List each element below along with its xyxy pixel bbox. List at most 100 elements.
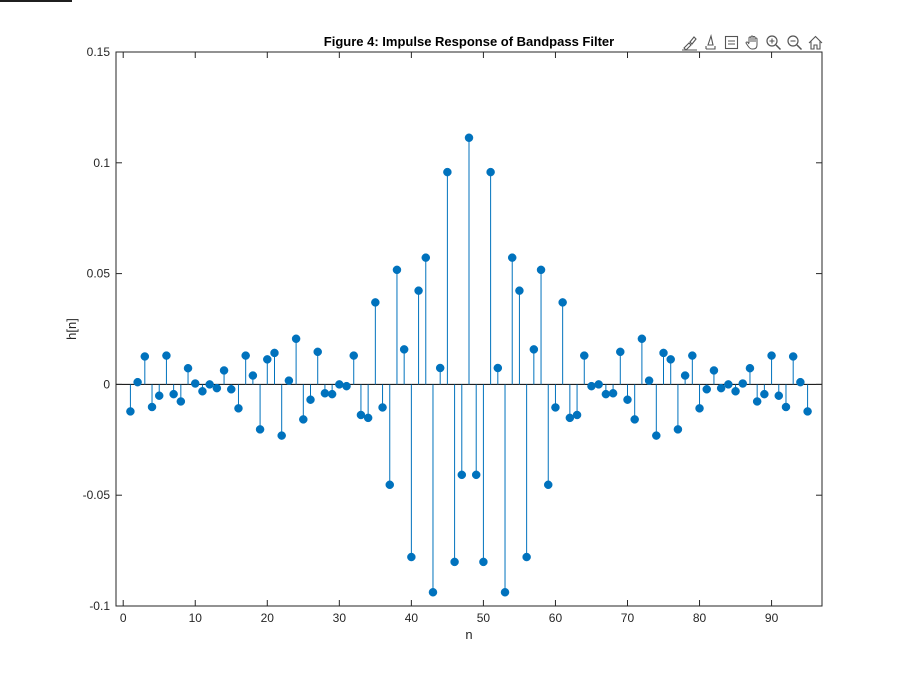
home-icon[interactable] xyxy=(806,32,825,52)
stem-marker xyxy=(659,348,668,358)
stem-marker xyxy=(234,404,243,413)
stem-marker xyxy=(716,383,726,393)
x-tick-label: 90 xyxy=(765,611,779,625)
chart-title: Figure 4: Impulse Response of Bandpass F… xyxy=(324,34,614,49)
stem-marker xyxy=(421,253,431,262)
stem-marker xyxy=(147,402,157,412)
stem-marker xyxy=(637,334,647,344)
stem-marker xyxy=(500,588,510,597)
stem-marker xyxy=(212,383,222,393)
y-tick-label: 0.1 xyxy=(93,156,110,170)
stem-marker xyxy=(169,389,178,399)
stem-marker xyxy=(479,557,488,567)
stem-marker xyxy=(450,557,459,567)
y-tick-label: -0.1 xyxy=(89,599,110,613)
datatips-icon[interactable] xyxy=(722,32,741,52)
brush-icon[interactable] xyxy=(680,32,699,52)
stem-marker xyxy=(731,387,740,396)
stem-marker xyxy=(471,470,481,480)
stem-marker xyxy=(695,404,704,413)
stem-marker xyxy=(371,298,380,307)
stem-marker xyxy=(515,286,524,295)
stem-marker xyxy=(796,377,805,387)
pan-icon[interactable] xyxy=(743,32,762,52)
stem-marker xyxy=(198,387,207,396)
stem-marker xyxy=(140,352,150,361)
zoom-out-icon[interactable] xyxy=(785,32,804,52)
axes-toolbar xyxy=(680,31,825,53)
stem-marker xyxy=(349,351,358,360)
stem-marker xyxy=(227,385,236,394)
zoom-in-icon[interactable] xyxy=(764,32,783,52)
stem-marker xyxy=(493,363,503,373)
stem-marker xyxy=(580,351,589,360)
stem-marker xyxy=(335,380,344,389)
stem-marker xyxy=(745,363,755,373)
stem-marker xyxy=(529,345,539,354)
stem-marker xyxy=(507,253,517,262)
stem-marker xyxy=(133,377,142,387)
stem-marker xyxy=(788,352,798,361)
stem-marker xyxy=(320,389,330,398)
y-tick-label: 0.05 xyxy=(87,267,111,281)
stem-marker xyxy=(277,431,286,440)
stem-marker xyxy=(558,298,567,307)
stem-marker xyxy=(190,379,200,388)
stem-marker xyxy=(666,355,675,364)
window-top-edge xyxy=(0,0,72,2)
x-tick-label: 0 xyxy=(120,611,127,625)
stem-marker xyxy=(263,355,272,364)
x-tick-label: 30 xyxy=(333,611,347,625)
stem-marker xyxy=(652,431,661,440)
x-tick-label: 10 xyxy=(189,611,203,625)
stem-marker xyxy=(363,413,373,423)
stem-marker xyxy=(183,363,193,373)
stem-marker xyxy=(572,410,582,420)
stem-marker xyxy=(327,389,337,399)
stem-marker xyxy=(154,391,164,400)
stem-marker xyxy=(176,397,186,406)
export-icon[interactable] xyxy=(701,32,720,52)
stem-marker xyxy=(781,402,791,412)
x-axis-label: n xyxy=(465,627,472,642)
stem-marker xyxy=(399,345,409,354)
stem-marker xyxy=(522,552,531,562)
x-tick-label: 60 xyxy=(549,611,563,625)
stem-marker xyxy=(248,371,258,380)
stem-marker xyxy=(435,363,445,373)
x-tick-label: 20 xyxy=(261,611,275,625)
stem-marker xyxy=(774,391,784,400)
stem-marker xyxy=(443,167,452,177)
stem-marker xyxy=(724,380,733,389)
stem-marker xyxy=(738,379,748,388)
stem-marker xyxy=(428,588,438,597)
stem-marker xyxy=(601,389,611,399)
stem-marker xyxy=(241,351,250,360)
stem-marker xyxy=(284,376,294,385)
y-axis-label: h[n] xyxy=(64,318,79,340)
x-tick-label: 50 xyxy=(477,611,491,625)
stem-marker xyxy=(767,351,776,360)
stem-marker xyxy=(255,425,265,434)
stem-marker xyxy=(392,265,402,275)
stem-marker xyxy=(608,389,618,398)
stem-marker xyxy=(623,395,632,404)
stem-marker xyxy=(594,380,603,389)
y-tick-label: -0.05 xyxy=(83,488,111,502)
stem-marker xyxy=(630,415,639,424)
stem-marker xyxy=(752,397,762,406)
stem-marker xyxy=(760,389,769,399)
stem-marker xyxy=(126,407,135,416)
stem-marker xyxy=(414,286,423,295)
stem-marker xyxy=(356,410,366,420)
stem-marker xyxy=(299,415,308,424)
stem-marker xyxy=(673,425,683,434)
stem-marker xyxy=(162,351,171,360)
stem-marker xyxy=(342,381,351,391)
stem-marker xyxy=(464,133,474,143)
stem-marker xyxy=(543,480,553,490)
x-tick-label: 70 xyxy=(621,611,635,625)
stem-marker xyxy=(291,334,301,344)
stem-marker xyxy=(551,403,560,412)
stem-marker xyxy=(457,470,467,480)
